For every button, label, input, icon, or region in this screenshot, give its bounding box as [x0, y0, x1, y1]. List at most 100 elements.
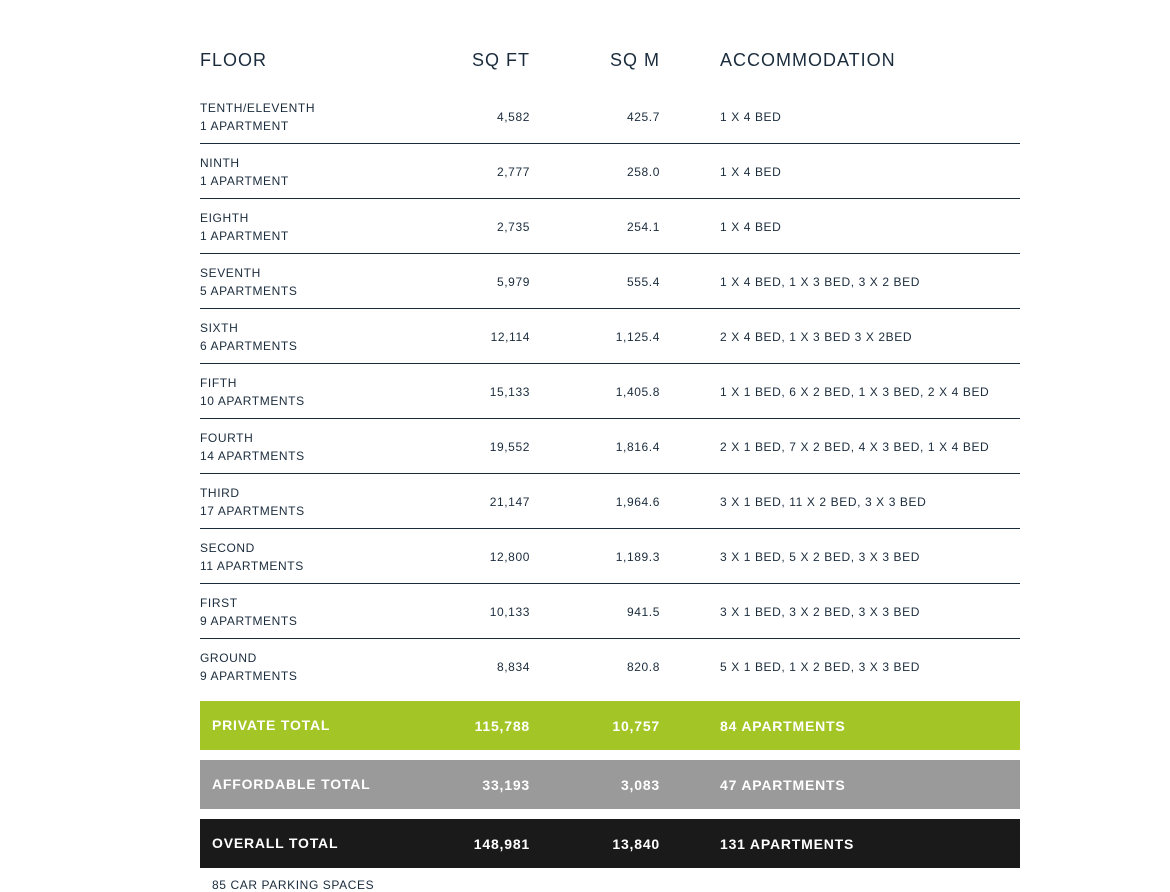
sqft-cell: 12,114 — [420, 330, 550, 344]
floor-subtitle: 6 APARTMENTS — [200, 337, 420, 355]
table-row: THIRD17 APARTMENTS21,1471,964.63 X 1 BED… — [200, 474, 1020, 529]
accommodation-table: FLOOR SQ FT SQ M ACCOMMODATION TENTH/ELE… — [200, 50, 1020, 892]
table-row: NINTH1 APARTMENT2,777258.01 X 4 BED — [200, 144, 1020, 199]
sqft-cell: 12,800 — [420, 550, 550, 564]
accom-cell: 1 X 1 BED, 6 X 2 BED, 1 X 3 BED, 2 X 4 B… — [680, 385, 1020, 399]
floor-subtitle: 5 APARTMENTS — [200, 282, 420, 300]
total-row: OVERALL TOTAL148,98113,840131 APARTMENTS — [200, 819, 1020, 868]
sqm-cell: 425.7 — [550, 110, 680, 124]
floor-subtitle: 9 APARTMENTS — [200, 612, 420, 630]
floor-name: GROUND — [200, 649, 420, 667]
total-sqm: 10,757 — [550, 718, 680, 734]
floor-subtitle: 1 APARTMENT — [200, 227, 420, 245]
sqm-cell: 1,125.4 — [550, 330, 680, 344]
total-sqft: 33,193 — [420, 777, 550, 793]
accom-cell: 1 X 4 BED — [680, 220, 1020, 234]
floor-name: SEVENTH — [200, 264, 420, 282]
sqft-cell: 5,979 — [420, 275, 550, 289]
floor-subtitle: 1 APARTMENT — [200, 172, 420, 190]
accom-cell: 2 X 1 BED, 7 X 2 BED, 4 X 3 BED, 1 X 4 B… — [680, 440, 1020, 454]
accom-cell: 2 X 4 BED, 1 X 3 BED 3 X 2BED — [680, 330, 1020, 344]
floor-subtitle: 10 APARTMENTS — [200, 392, 420, 410]
floor-name: SECOND — [200, 539, 420, 557]
total-sqm: 3,083 — [550, 777, 680, 793]
total-row: AFFORDABLE TOTAL33,1933,08347 APARTMENTS — [200, 760, 1020, 809]
table-row: FOURTH14 APARTMENTS19,5521,816.42 X 1 BE… — [200, 419, 1020, 474]
header-sqft: SQ FT — [420, 50, 550, 71]
table-row: SECOND11 APARTMENTS12,8001,189.33 X 1 BE… — [200, 529, 1020, 584]
floor-name: FIFTH — [200, 374, 420, 392]
header-floor: FLOOR — [200, 50, 420, 71]
accom-cell: 3 X 1 BED, 5 X 2 BED, 3 X 3 BED — [680, 550, 1020, 564]
floor-cell: FOURTH14 APARTMENTS — [200, 429, 420, 465]
sqft-cell: 2,735 — [420, 220, 550, 234]
sqm-cell: 1,189.3 — [550, 550, 680, 564]
table-row: FIFTH10 APARTMENTS15,1331,405.81 X 1 BED… — [200, 364, 1020, 419]
footnote: 85 CAR PARKING SPACES — [200, 878, 1020, 892]
sqft-cell: 15,133 — [420, 385, 550, 399]
sqm-cell: 820.8 — [550, 660, 680, 674]
total-label: PRIVATE TOTAL — [200, 715, 420, 736]
floor-cell: NINTH1 APARTMENT — [200, 154, 420, 190]
sqft-cell: 2,777 — [420, 165, 550, 179]
accom-cell: 1 X 4 BED — [680, 110, 1020, 124]
floor-cell: GROUND9 APARTMENTS — [200, 649, 420, 685]
sqm-cell: 1,964.6 — [550, 495, 680, 509]
floor-cell: SEVENTH5 APARTMENTS — [200, 264, 420, 300]
table-row: TENTH/ELEVENTH1 APARTMENT4,582425.71 X 4… — [200, 89, 1020, 144]
accom-cell: 1 X 4 BED — [680, 165, 1020, 179]
table-row: SEVENTH5 APARTMENTS5,979555.41 X 4 BED, … — [200, 254, 1020, 309]
total-sqm: 13,840 — [550, 836, 680, 852]
floor-cell: SECOND11 APARTMENTS — [200, 539, 420, 575]
total-accom: 84 APARTMENTS — [680, 718, 1008, 734]
floor-subtitle: 9 APARTMENTS — [200, 667, 420, 685]
floor-name: FIRST — [200, 594, 420, 612]
total-accom: 47 APARTMENTS — [680, 777, 1008, 793]
floor-name: EIGHTH — [200, 209, 420, 227]
sqm-cell: 555.4 — [550, 275, 680, 289]
accom-cell: 5 X 1 BED, 1 X 2 BED, 3 X 3 BED — [680, 660, 1020, 674]
total-accom: 131 APARTMENTS — [680, 836, 1008, 852]
total-sqft: 148,981 — [420, 836, 550, 852]
accom-cell: 3 X 1 BED, 3 X 2 BED, 3 X 3 BED — [680, 605, 1020, 619]
total-row: PRIVATE TOTAL115,78810,75784 APARTMENTS — [200, 701, 1020, 750]
table-row: SIXTH6 APARTMENTS12,1141,125.42 X 4 BED,… — [200, 309, 1020, 364]
table-body: TENTH/ELEVENTH1 APARTMENT4,582425.71 X 4… — [200, 89, 1020, 693]
sqft-cell: 10,133 — [420, 605, 550, 619]
sqm-cell: 254.1 — [550, 220, 680, 234]
table-row: GROUND9 APARTMENTS8,834820.85 X 1 BED, 1… — [200, 639, 1020, 693]
accom-cell: 3 X 1 BED, 11 X 2 BED, 3 X 3 BED — [680, 495, 1020, 509]
sqft-cell: 19,552 — [420, 440, 550, 454]
floor-cell: TENTH/ELEVENTH1 APARTMENT — [200, 99, 420, 135]
accom-cell: 1 X 4 BED, 1 X 3 BED, 3 X 2 BED — [680, 275, 1020, 289]
floor-name: NINTH — [200, 154, 420, 172]
table-header-row: FLOOR SQ FT SQ M ACCOMMODATION — [200, 50, 1020, 89]
total-label: AFFORDABLE TOTAL — [200, 774, 420, 795]
sqm-cell: 1,816.4 — [550, 440, 680, 454]
floor-name: TENTH/ELEVENTH — [200, 99, 420, 117]
table-row: FIRST9 APARTMENTS10,133941.53 X 1 BED, 3… — [200, 584, 1020, 639]
sqft-cell: 4,582 — [420, 110, 550, 124]
floor-cell: FIFTH10 APARTMENTS — [200, 374, 420, 410]
total-sqft: 115,788 — [420, 718, 550, 734]
table-row: EIGHTH1 APARTMENT2,735254.11 X 4 BED — [200, 199, 1020, 254]
header-sqm: SQ M — [550, 50, 680, 71]
floor-name: THIRD — [200, 484, 420, 502]
sqm-cell: 258.0 — [550, 165, 680, 179]
floor-subtitle: 14 APARTMENTS — [200, 447, 420, 465]
sqft-cell: 21,147 — [420, 495, 550, 509]
floor-subtitle: 11 APARTMENTS — [200, 557, 420, 575]
sqm-cell: 941.5 — [550, 605, 680, 619]
header-accom: ACCOMMODATION — [680, 50, 1020, 71]
floor-name: FOURTH — [200, 429, 420, 447]
totals-section: PRIVATE TOTAL115,78810,75784 APARTMENTS A… — [200, 701, 1020, 868]
floor-subtitle: 17 APARTMENTS — [200, 502, 420, 520]
sqft-cell: 8,834 — [420, 660, 550, 674]
floor-name: SIXTH — [200, 319, 420, 337]
floor-cell: THIRD17 APARTMENTS — [200, 484, 420, 520]
floor-cell: FIRST9 APARTMENTS — [200, 594, 420, 630]
floor-cell: SIXTH6 APARTMENTS — [200, 319, 420, 355]
floor-subtitle: 1 APARTMENT — [200, 117, 420, 135]
sqm-cell: 1,405.8 — [550, 385, 680, 399]
total-label: OVERALL TOTAL — [200, 833, 420, 854]
